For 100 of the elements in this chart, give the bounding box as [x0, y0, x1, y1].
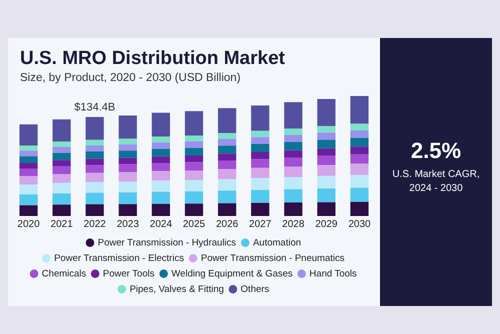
annotation: $134.4B — [74, 102, 116, 114]
text: U.S. Market CAGR, 2024 - 2030 — [391, 168, 481, 195]
bar — [251, 105, 270, 131]
bar — [317, 140, 336, 148]
x-tick-label: 2024 — [150, 218, 172, 230]
bar — [118, 181, 137, 192]
chart-title: U.S. MRO Distribution Market — [20, 48, 285, 70]
legend-label: Hand Tools — [309, 268, 358, 280]
bar — [350, 164, 369, 175]
bar — [218, 132, 236, 139]
bar — [184, 162, 204, 171]
bar — [218, 190, 236, 204]
bar — [19, 205, 38, 216]
chart-subtitle: Size, by Product, 2020 - 2030 (USD Billion) — [20, 72, 241, 84]
bar — [152, 204, 170, 216]
bar — [118, 144, 137, 151]
x-tick-label: 2029 — [315, 218, 338, 230]
x-tick-label: 2028 — [282, 218, 305, 230]
bar — [350, 138, 369, 147]
legend-label: Chemicals — [42, 268, 86, 280]
bar — [52, 193, 71, 205]
bar — [284, 128, 302, 135]
bar — [118, 172, 137, 182]
legend-label: Power Transmission - Pneumatics — [200, 252, 345, 264]
bar — [251, 144, 270, 152]
bar — [317, 165, 336, 176]
bar — [52, 119, 71, 142]
bar — [284, 202, 302, 216]
bar — [118, 158, 137, 164]
bar — [86, 140, 104, 146]
bar — [317, 156, 336, 166]
bar — [86, 158, 104, 166]
bar — [86, 182, 104, 193]
bar — [251, 202, 270, 216]
bar — [86, 152, 104, 159]
x-tick-label: 2022 — [84, 218, 106, 230]
bar — [152, 192, 170, 204]
bar — [251, 190, 270, 203]
bar — [284, 177, 302, 190]
bar — [284, 166, 302, 177]
bar — [284, 134, 302, 142]
x-tick-label: 2021 — [50, 218, 74, 230]
bar — [19, 162, 38, 169]
x-tick-label: 2027 — [249, 218, 272, 230]
bar — [284, 142, 302, 150]
bar — [86, 192, 104, 204]
bar — [317, 99, 336, 126]
bar — [52, 174, 71, 183]
bar — [184, 111, 204, 136]
legend-label: Others — [240, 284, 270, 295]
bar — [86, 165, 104, 173]
bar — [19, 194, 38, 206]
bar — [118, 150, 137, 158]
bar — [19, 184, 38, 194]
legend-label: Power Tools — [102, 268, 155, 280]
bar — [184, 204, 204, 216]
bar — [218, 146, 236, 154]
bar — [184, 148, 204, 156]
bar — [184, 156, 204, 162]
bar — [52, 142, 71, 147]
bar — [251, 159, 270, 168]
bar — [19, 176, 38, 185]
legend-label: Power Transmission - Electrics — [54, 252, 184, 264]
bar — [152, 180, 170, 192]
bar — [152, 148, 170, 156]
bar — [118, 204, 137, 216]
bar — [284, 189, 302, 203]
bar — [152, 142, 170, 149]
bar — [251, 178, 270, 190]
x-tick-label: 2026 — [216, 218, 239, 230]
bar — [184, 180, 204, 192]
bar — [19, 168, 38, 176]
bar — [184, 170, 204, 180]
bar — [317, 148, 336, 156]
bar — [317, 126, 336, 133]
legend-label: Power Transmission - Hydraulics — [98, 237, 236, 248]
bar — [52, 160, 71, 166]
bar — [350, 124, 369, 130]
bar — [52, 153, 71, 160]
bar — [86, 172, 104, 182]
bar — [284, 102, 302, 129]
bar — [152, 112, 170, 137]
bar — [317, 188, 336, 202]
legend-label: Welding Equipment & Gases — [171, 268, 293, 280]
bar — [251, 168, 270, 178]
bar — [251, 130, 270, 138]
text: 2.5% — [410, 138, 462, 164]
bar — [86, 117, 104, 140]
x-tick-label: 2025 — [182, 218, 206, 230]
bar — [350, 130, 369, 138]
bar — [317, 176, 336, 189]
bar — [350, 154, 369, 164]
bar — [52, 204, 71, 216]
bar — [218, 169, 236, 180]
legend-label: Pipes, Valves & Fitting — [130, 284, 224, 295]
x-tick-label: 2020 — [17, 218, 40, 230]
legend-label: Automation — [252, 237, 302, 248]
bar — [184, 141, 204, 148]
bar — [184, 135, 204, 142]
bar — [350, 174, 369, 188]
